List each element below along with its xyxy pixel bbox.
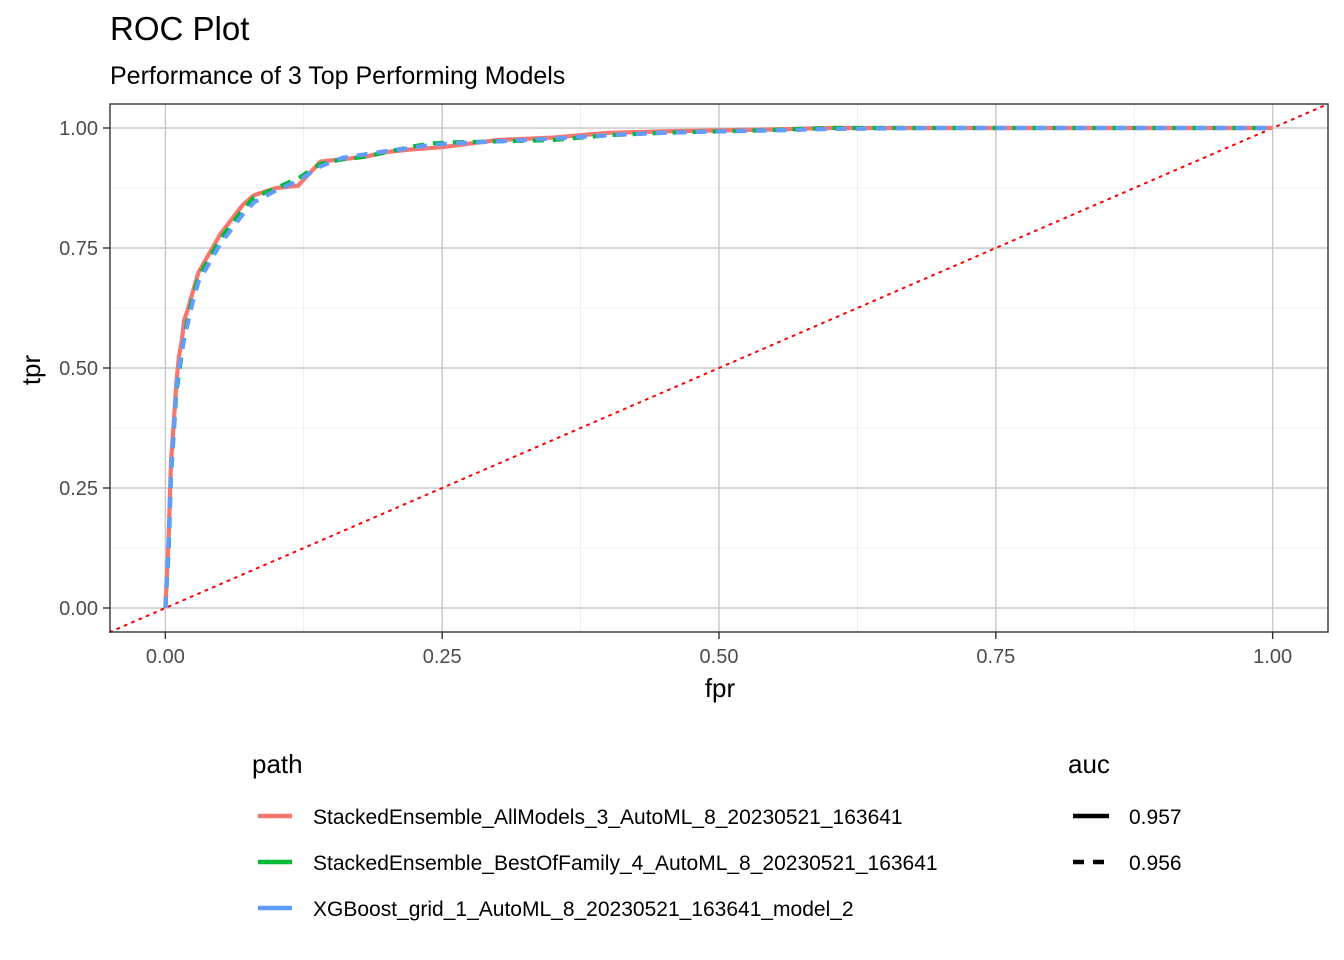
legend-path: path StackedEnsemble_AllModels_3_AutoML_… bbox=[252, 749, 938, 921]
legend-auc: auc 0.957 0.956 bbox=[1068, 749, 1182, 875]
major-grid-lines bbox=[110, 104, 1328, 632]
y-axis-title: tpr bbox=[16, 354, 46, 385]
y-tick-label-3: 0.75 bbox=[59, 238, 98, 260]
y-tick-label-4: 1.00 bbox=[59, 118, 98, 140]
y-tick-label-2: 0.50 bbox=[59, 358, 98, 380]
plot-panel bbox=[109, 103, 1329, 633]
reference-line-layer bbox=[109, 103, 1329, 633]
series-line-2 bbox=[163, 125, 1273, 609]
reference-diagonal-line bbox=[109, 103, 1329, 633]
x-tick-label-1: 0.25 bbox=[423, 646, 462, 668]
legend-path-label-0: StackedEnsemble_AllModels_3_AutoML_8_202… bbox=[313, 806, 903, 829]
y-axis-ticks: 0.00 0.25 0.50 0.75 1.00 bbox=[59, 118, 110, 620]
x-tick-label-4: 1.00 bbox=[1253, 646, 1292, 668]
x-tick-label-2: 0.50 bbox=[700, 646, 739, 668]
x-tick-label-3: 0.75 bbox=[976, 646, 1015, 668]
y-tick-label-0: 0.00 bbox=[59, 598, 98, 620]
legend-auc-title: auc bbox=[1068, 749, 1110, 779]
legend-auc-label-1: 0.956 bbox=[1129, 852, 1182, 875]
y-tick-label-1: 0.25 bbox=[59, 478, 98, 500]
series-layer bbox=[163, 125, 1273, 609]
legend-path-title: path bbox=[252, 749, 303, 779]
legend-auc-label-0: 0.957 bbox=[1129, 806, 1182, 829]
x-axis-ticks: 0.00 0.25 0.50 0.75 1.00 bbox=[146, 632, 1292, 668]
chart-title: ROC Plot bbox=[110, 10, 249, 47]
x-tick-label-0: 0.00 bbox=[146, 646, 185, 668]
x-axis-title: fpr bbox=[705, 673, 736, 703]
legend-path-label-1: StackedEnsemble_BestOfFamily_4_AutoML_8_… bbox=[313, 852, 938, 875]
chart-subtitle: Performance of 3 Top Performing Models bbox=[110, 62, 565, 90]
legend-path-label-2: XGBoost_grid_1_AutoML_8_20230521_163641_… bbox=[313, 898, 854, 921]
